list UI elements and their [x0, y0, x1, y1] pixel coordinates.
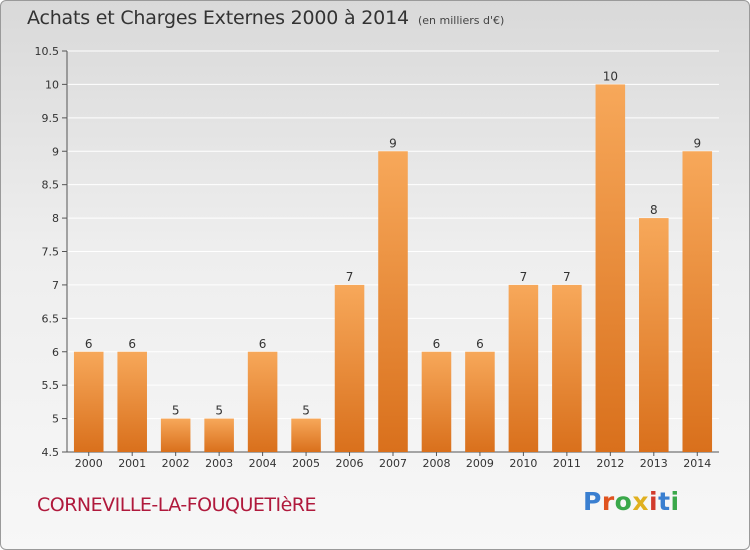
y-tick-label: 5 [52, 413, 59, 426]
x-tick-label: 2006 [336, 457, 364, 470]
bar-value-label: 7 [563, 270, 571, 284]
commune-name: CORNEVILLE-LA-FOUQUETIèRE [37, 494, 317, 516]
proxiti-logo: Proxiti [583, 487, 680, 516]
x-tick-label: 2001 [118, 457, 146, 470]
bar [639, 218, 669, 452]
bar-value-label: 9 [693, 136, 701, 150]
unit-note: (en milliers d'€) [418, 14, 505, 27]
bar [160, 418, 191, 452]
chart-title: Achats et Charges Externes 2000 à 2014 [27, 7, 409, 29]
bar-value-label: 9 [389, 136, 397, 150]
logo-letter: i [649, 487, 659, 516]
bar-value-label: 6 [128, 337, 136, 351]
bar [117, 351, 147, 452]
bar-value-label: 7 [520, 270, 528, 284]
x-tick-label: 2013 [640, 457, 668, 470]
bar [508, 284, 539, 452]
y-tick-label: 4.5 [42, 446, 60, 459]
x-tick-label: 2004 [249, 457, 277, 470]
logo-letter: o [614, 487, 633, 516]
bar-value-label: 6 [259, 337, 267, 351]
bar-value-label: 6 [85, 337, 93, 351]
x-tick-label: 2012 [596, 457, 624, 470]
bar-value-label: 7 [346, 270, 354, 284]
bar [291, 418, 321, 452]
bar-value-label: 10 [603, 69, 618, 83]
bar-value-label: 6 [433, 337, 441, 351]
bar [247, 351, 278, 452]
x-tick-label: 2009 [466, 457, 494, 470]
bar [682, 151, 713, 452]
y-tick-label: 9 [52, 145, 59, 158]
y-tick-label: 9.5 [42, 112, 60, 125]
logo-letter: t [658, 487, 671, 516]
x-tick-label: 2014 [683, 457, 711, 470]
x-tick-label: 2010 [509, 457, 537, 470]
bar-value-label: 5 [215, 404, 223, 418]
y-tick-label: 5.5 [42, 379, 60, 392]
y-tick-label: 8.5 [42, 179, 60, 192]
y-tick-label: 8 [52, 212, 59, 225]
bar [378, 151, 408, 452]
bar [595, 84, 626, 453]
logo-letter: P [583, 487, 602, 516]
bar-value-label: 5 [172, 404, 180, 418]
logo-letter: i [670, 487, 680, 516]
bar [552, 284, 582, 452]
y-tick-label: 6.5 [42, 312, 60, 325]
x-tick-label: 2005 [292, 457, 320, 470]
x-tick-label: 2003 [205, 457, 233, 470]
logo-letter: x [632, 487, 649, 516]
y-tick-label: 10 [45, 78, 59, 91]
y-tick-label: 6 [52, 346, 59, 359]
x-tick-label: 2008 [422, 457, 450, 470]
logo-letter: r [601, 487, 615, 516]
bar [204, 418, 234, 452]
x-tick-label: 2000 [75, 457, 103, 470]
x-tick-label: 2002 [162, 457, 190, 470]
bar [334, 284, 365, 452]
bar [73, 351, 104, 452]
bar-value-label: 6 [476, 337, 484, 351]
bar [421, 351, 452, 452]
bar-value-label: 5 [302, 404, 310, 418]
y-tick-label: 10.5 [35, 45, 60, 58]
x-tick-label: 2007 [379, 457, 407, 470]
y-tick-label: 7 [52, 279, 59, 292]
y-tick-label: 7.5 [42, 246, 60, 259]
x-tick-label: 2011 [553, 457, 581, 470]
bar [465, 351, 495, 452]
bar-value-label: 8 [650, 203, 658, 217]
